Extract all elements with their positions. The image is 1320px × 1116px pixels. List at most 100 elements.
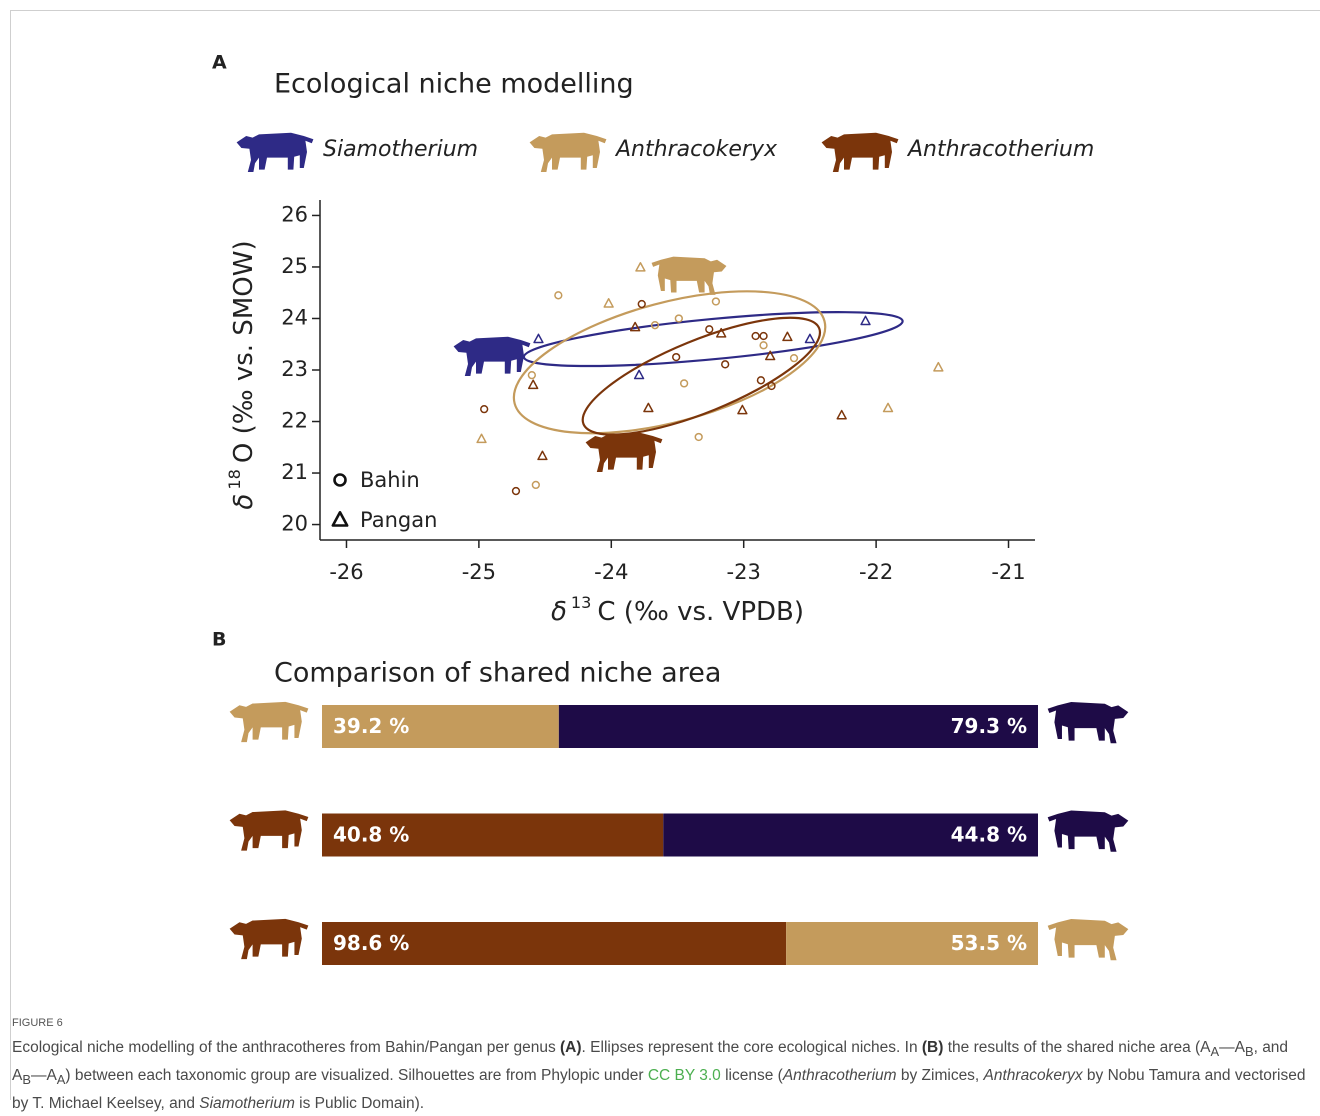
y-tick-label: 24 bbox=[281, 305, 308, 329]
axis-isotope: 18 bbox=[224, 469, 243, 490]
caption-text: —A bbox=[30, 1067, 57, 1085]
caption-text: the results of the shared niche area (A bbox=[943, 1039, 1211, 1056]
data-point bbox=[537, 450, 548, 461]
frame bbox=[10, 10, 1320, 1100]
y-tick-label: 25 bbox=[281, 254, 308, 278]
silhouette bbox=[585, 432, 663, 472]
caption-text: ) between each taxonomic group are visua… bbox=[65, 1067, 648, 1085]
value-label: 44.8 % bbox=[951, 823, 1027, 847]
data-point bbox=[737, 404, 748, 415]
data-point bbox=[533, 333, 544, 344]
x-tick-label: -22 bbox=[859, 560, 893, 584]
data-point bbox=[882, 402, 894, 413]
caption-taxon: Anthracotherium bbox=[782, 1067, 897, 1085]
data-point bbox=[554, 291, 563, 300]
caption-text: license ( bbox=[720, 1067, 783, 1085]
silhouette-shape bbox=[236, 132, 314, 172]
data-point bbox=[789, 354, 799, 363]
data-point bbox=[705, 325, 714, 334]
caption-text: by Zimices, bbox=[896, 1067, 984, 1085]
data-point bbox=[804, 333, 816, 344]
silhouette bbox=[1047, 919, 1129, 961]
bar-segment bbox=[558, 705, 1038, 748]
caption-text: . Ellipses represent the core ecological… bbox=[581, 1039, 922, 1056]
x-axis-label: δ 13 C (‰ vs. VPDB) bbox=[551, 592, 804, 626]
value-label: 39.2 % bbox=[333, 714, 409, 738]
y-tick-label: 22 bbox=[281, 409, 308, 433]
x-tick-label: -24 bbox=[594, 560, 628, 584]
y-tick-label: 20 bbox=[281, 512, 308, 536]
data-point bbox=[528, 379, 539, 390]
axis-label-text: C (‰ vs. VPDB) bbox=[597, 597, 804, 627]
data-point bbox=[933, 361, 944, 372]
silhouette-shape bbox=[1047, 702, 1129, 744]
caption-sub: B bbox=[22, 1072, 31, 1088]
value-label: 98.6 % bbox=[333, 931, 409, 955]
silhouette-shape bbox=[229, 918, 309, 960]
caption-taxon: Siamotherium bbox=[199, 1095, 295, 1113]
data-point bbox=[511, 486, 521, 496]
silhouette bbox=[453, 336, 531, 376]
data-point bbox=[476, 433, 487, 444]
x-tick-label: -26 bbox=[329, 560, 363, 584]
value-label: 79.3 % bbox=[951, 714, 1027, 738]
data-point bbox=[480, 405, 489, 414]
bar-segment bbox=[322, 922, 787, 965]
silhouette bbox=[821, 132, 899, 172]
panel-label: B bbox=[212, 629, 226, 651]
silhouette bbox=[229, 701, 309, 743]
data-point bbox=[635, 261, 646, 272]
data-point bbox=[672, 352, 681, 362]
silhouette-shape bbox=[1047, 810, 1129, 852]
data-point bbox=[767, 381, 776, 391]
bar-panel: B Comparison of shared niche area 39.2 % 79… bbox=[212, 629, 1129, 965]
data-point bbox=[759, 341, 768, 350]
bar-segment bbox=[322, 705, 559, 748]
data-point bbox=[633, 369, 645, 380]
data-point bbox=[643, 402, 654, 413]
caption-text: Ecological niche modelling of the anthra… bbox=[12, 1039, 561, 1056]
silhouette-shape bbox=[453, 336, 531, 376]
niche-ellipse bbox=[581, 316, 822, 436]
silhouette bbox=[529, 132, 607, 172]
data-point bbox=[629, 321, 641, 332]
axis-label-text: O (‰ vs. SMOW) bbox=[229, 240, 259, 463]
data-point bbox=[782, 331, 793, 342]
data-point bbox=[759, 331, 768, 341]
silhouette bbox=[1047, 810, 1129, 852]
silhouette bbox=[229, 810, 309, 851]
data-point bbox=[527, 371, 537, 380]
chart-title: Ecological niche modelling bbox=[274, 69, 634, 100]
silhouette-shape bbox=[229, 701, 309, 743]
x-tick-label: -23 bbox=[727, 560, 761, 584]
caption-ref: (B) bbox=[921, 1039, 944, 1056]
data-point bbox=[756, 376, 766, 385]
axis-symbol: δ bbox=[551, 597, 567, 627]
caption-sub: A bbox=[1210, 1044, 1220, 1060]
data-point bbox=[711, 297, 721, 306]
license-link[interactable]: CC BY 3.0 bbox=[647, 1067, 721, 1085]
y-tick-label: 26 bbox=[281, 202, 308, 226]
silhouette-shape bbox=[651, 256, 727, 295]
silhouette-shape bbox=[229, 810, 309, 851]
value-label: 53.5 % bbox=[951, 931, 1027, 955]
bar-segment bbox=[786, 922, 1038, 965]
figure-label: FIGURE 6 bbox=[12, 1017, 63, 1029]
data-point bbox=[836, 409, 847, 420]
silhouette-shape bbox=[821, 132, 899, 172]
data-point bbox=[716, 327, 727, 338]
legend-label: Anthracokeryx bbox=[614, 137, 778, 162]
silhouette bbox=[651, 256, 727, 295]
legend-label: Anthracotherium bbox=[906, 137, 1094, 162]
data-point bbox=[531, 480, 540, 490]
axis-symbol: δ bbox=[229, 494, 259, 510]
caption-text: is Public Domain). bbox=[294, 1095, 425, 1113]
data-point bbox=[860, 315, 871, 326]
legend-marker bbox=[331, 510, 349, 527]
data-point bbox=[751, 331, 760, 341]
silhouette-shape bbox=[529, 132, 607, 172]
legend-label: Bahin bbox=[360, 468, 420, 492]
caption: Ecological niche modelling of the anthra… bbox=[12, 1036, 1308, 1116]
figure: A Ecological niche modelling Siamotherium A… bbox=[212, 52, 1129, 965]
